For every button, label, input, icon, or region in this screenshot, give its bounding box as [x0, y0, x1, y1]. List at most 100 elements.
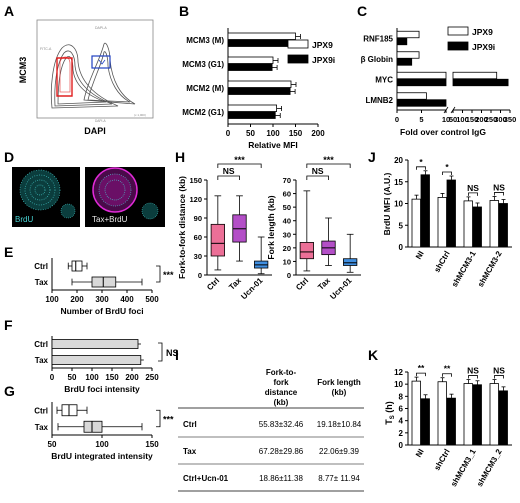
- y-tick-label: 2: [399, 429, 404, 438]
- category-label: Ucn-01: [328, 276, 354, 302]
- box: [343, 258, 358, 266]
- y-tick-label: 70: [283, 176, 291, 185]
- panel-letter-g: G: [4, 383, 15, 399]
- panel-letter-j: J: [368, 149, 376, 165]
- y-tick-label: 10: [394, 380, 403, 389]
- table-cell: 8.77± 11.94: [318, 474, 360, 483]
- flow-tiny-y: FITC-A: [40, 47, 52, 51]
- y-tick-label: 10: [283, 257, 291, 266]
- y-tick-label: 60: [283, 190, 291, 199]
- sig-bracket: [442, 171, 452, 176]
- bar: [420, 398, 430, 446]
- x-tick-label: 250: [145, 373, 159, 382]
- y-tick-label: 0: [287, 271, 291, 280]
- table-header-fork-distance-1: Fork-to-: [266, 368, 297, 377]
- panel-letter-c: C: [357, 3, 367, 19]
- y-axis-label-unit: (h): [384, 401, 394, 415]
- category-label: shCtrl: [432, 250, 451, 275]
- x-tick-label: 350: [504, 115, 517, 124]
- sig-label: NS: [493, 182, 505, 192]
- brdu-label: BrdU: [15, 215, 33, 224]
- legend-swatch-jpx9: [447, 26, 469, 36]
- x-tick-label: 100: [266, 129, 280, 138]
- sig-bracket: [306, 163, 351, 168]
- x-axis-label: Number of BrdU foci: [60, 306, 143, 316]
- y-tick-label: 15: [394, 178, 403, 187]
- bar: [452, 78, 509, 87]
- sig-label: NS: [223, 166, 235, 176]
- box: [83, 420, 103, 433]
- y-axis-label: TS (h): [384, 401, 396, 425]
- bar: [227, 39, 292, 47]
- table-row-label: Ctrl: [183, 420, 197, 429]
- category-label: shMCM3-1: [450, 249, 478, 289]
- sig-label: **: [444, 364, 451, 374]
- table-header-fork-length-2: (kb): [332, 388, 347, 397]
- sig-bracket: [306, 175, 329, 180]
- bar: [411, 198, 421, 248]
- y-tick-label: 0: [198, 271, 202, 280]
- table-header-fork-distance-4: (kb): [274, 398, 289, 407]
- x-tick-label: 150: [105, 373, 119, 382]
- table-cell: 67.28±29.86: [259, 447, 304, 456]
- x-tick-label: 150: [289, 129, 303, 138]
- x-tick-label: 400: [120, 295, 134, 304]
- category-label: Tax: [227, 276, 243, 292]
- m-gate: [91, 55, 111, 69]
- category-label: Ucn-01: [239, 276, 265, 302]
- x-tick-label: 250: [485, 115, 498, 124]
- tax-brdu-label: Tax+BrdU: [92, 215, 128, 224]
- category-label: MCM3 (M): [186, 36, 224, 45]
- legend-label-jpx9: JPX9: [472, 27, 493, 37]
- bar: [452, 71, 498, 80]
- category-label: shCtrl: [432, 448, 451, 473]
- panel-letter-i: I: [175, 347, 179, 363]
- category-label: NI: [414, 448, 426, 459]
- table-header-fork-distance-3: distance: [265, 388, 298, 397]
- y-tick-label: 4: [399, 417, 404, 426]
- bar: [489, 200, 499, 248]
- bar: [463, 200, 473, 248]
- sig-label: ***: [163, 270, 174, 280]
- sig-label: ***: [163, 415, 174, 425]
- x-tick-label: 100: [85, 373, 99, 382]
- sig-label: NS: [312, 166, 324, 176]
- x-tick-label: 50: [246, 129, 255, 138]
- bar: [489, 383, 499, 446]
- sig-label: *: [419, 157, 423, 167]
- x-tick-label: 100: [95, 440, 109, 449]
- g1-gate: [56, 57, 73, 97]
- x-tick-label: 50: [48, 440, 57, 449]
- legend-label-jpx9i: JPX9i: [472, 42, 495, 52]
- sig-label: NS: [166, 348, 179, 358]
- x-tick-label: 300: [494, 115, 507, 124]
- y-axis-label: Fork length (kb): [266, 195, 276, 259]
- bar: [227, 32, 296, 40]
- legend-label-jpx9: JPX9: [312, 40, 333, 50]
- sig-label: NS: [467, 366, 479, 376]
- bar: [396, 99, 447, 107]
- bar: [396, 30, 420, 39]
- x-axis-label: BrdU foci intensity: [64, 384, 140, 394]
- bar: [498, 203, 508, 248]
- bar: [396, 92, 427, 100]
- sig-bracket: [494, 375, 504, 379]
- bar: [227, 80, 292, 88]
- y-axis-label-t: T: [384, 419, 394, 425]
- category-label: Ctrl: [205, 276, 221, 292]
- x-axis-label: Relative MFI: [248, 140, 298, 150]
- flow-axis-label: DAPI-A: [95, 119, 107, 123]
- y-tick-label: 12: [394, 368, 403, 377]
- y-tick-label: 5: [399, 221, 404, 230]
- y-tick-label: 20: [283, 244, 291, 253]
- category-label: Tax: [35, 278, 49, 287]
- flow-tiny-x: DAPI-A: [95, 26, 107, 30]
- y-tick-label: 90: [194, 214, 202, 223]
- x-tick-label: 200: [125, 373, 139, 382]
- sig-label: ***: [323, 155, 334, 165]
- sig-bracket: [494, 192, 504, 196]
- bar: [411, 380, 421, 446]
- sig-label: NS: [467, 183, 479, 193]
- table-row-label: Tax: [183, 447, 197, 456]
